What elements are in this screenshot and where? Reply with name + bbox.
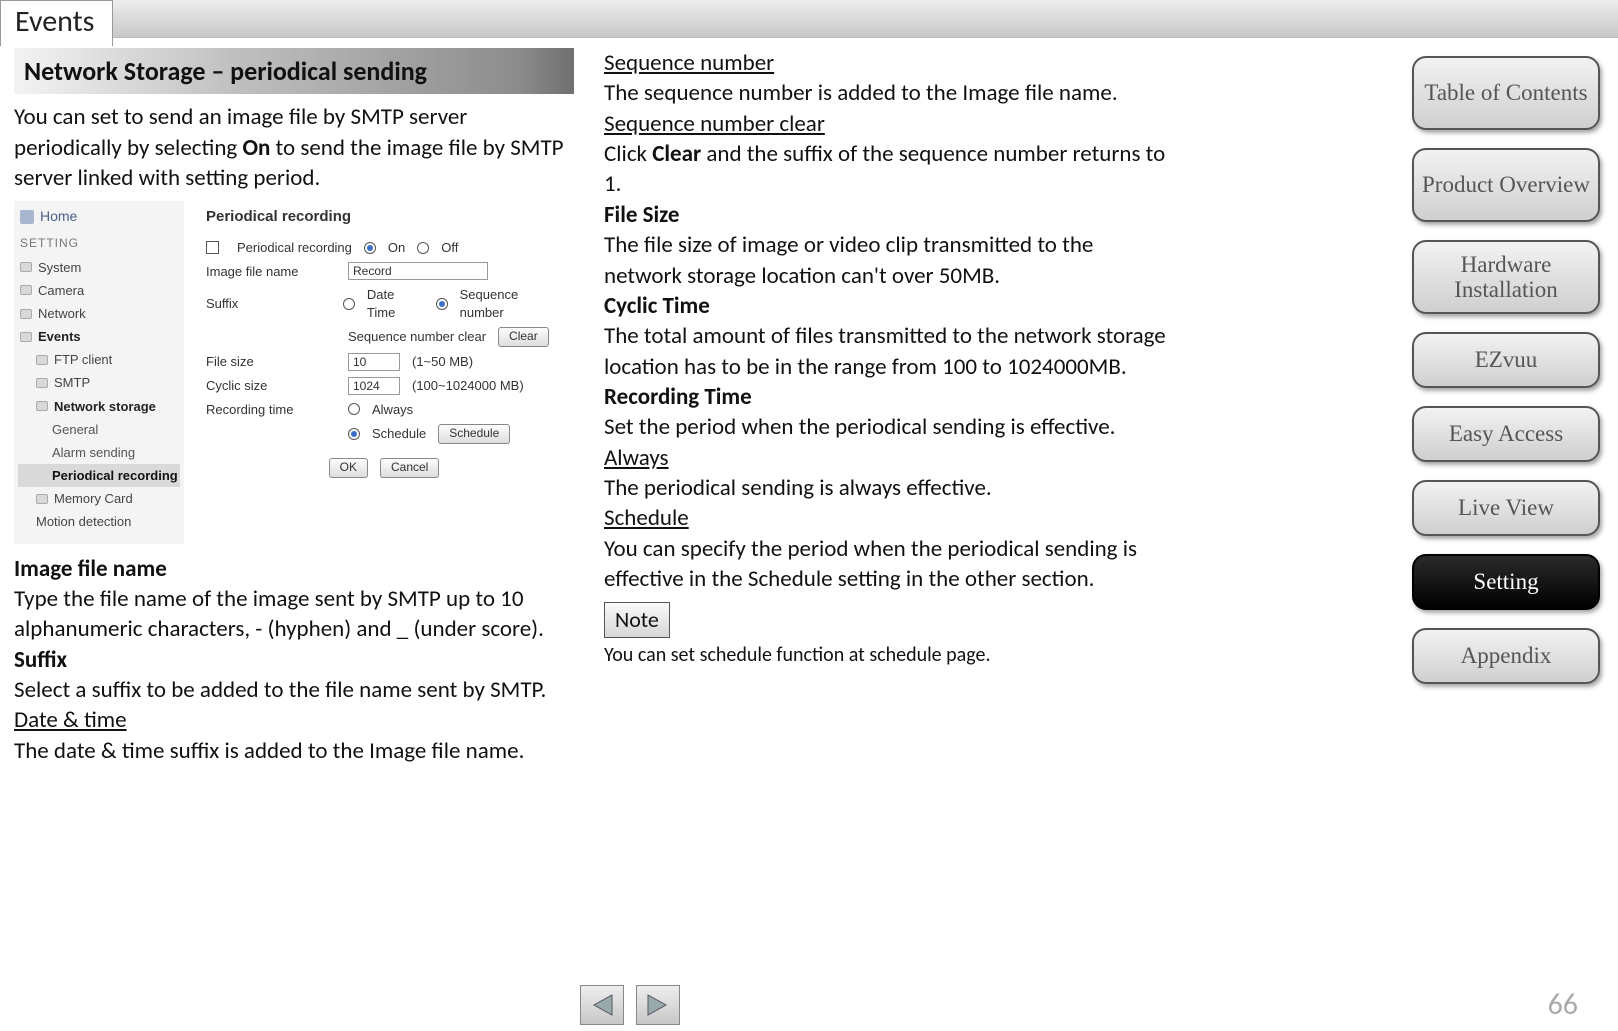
folder-icon [20, 309, 32, 319]
nav-product-overview[interactable]: Product Overview [1412, 148, 1600, 222]
ok-button[interactable]: OK [329, 458, 368, 478]
filesize-label: File size [206, 353, 336, 370]
sidebar-camera[interactable]: Camera [18, 279, 180, 302]
nav-setting[interactable]: Setting [1412, 554, 1600, 610]
sidebar-memory[interactable]: Memory Card [18, 487, 180, 510]
periodical-on-radio[interactable] [364, 242, 376, 254]
ifn-heading: Image file name [14, 555, 167, 583]
suffix-text: Select a suffix to be added to the file … [14, 676, 546, 704]
filesize-input[interactable] [348, 353, 400, 371]
note-box: Note [604, 602, 670, 637]
sidebar-motion[interactable]: Motion detection [18, 510, 180, 533]
cyclic-text: The total amount of files transmitted to… [604, 322, 1166, 380]
sidebar-ftp[interactable]: FTP client [18, 348, 180, 371]
settings-screenshot: Home SETTING System Camera Network Event… [14, 201, 574, 543]
pager [580, 985, 680, 1025]
folder-icon [20, 285, 32, 295]
arrow-right-icon [646, 993, 670, 1017]
page-number: 66 [1548, 986, 1578, 1023]
sidebar-system[interactable]: System [18, 256, 180, 279]
datetime-text: The date & time suffix is added to the I… [14, 737, 524, 765]
schedule-heading: Schedule [604, 504, 689, 532]
nav-toc[interactable]: Table of Contents [1412, 56, 1600, 130]
seq-text: The sequence number is added to the Imag… [604, 79, 1118, 107]
intro-paragraph: You can set to send an image file by SMT… [14, 102, 574, 193]
next-page-button[interactable] [636, 985, 680, 1025]
rectime-schedule-radio[interactable] [348, 428, 360, 440]
sidebar-network[interactable]: Network [18, 302, 180, 325]
datetime-heading: Date & time [14, 706, 127, 734]
sidebar-periodical[interactable]: Periodical recording [18, 464, 180, 487]
schedule-text: You can specify the period when the peri… [604, 535, 1137, 593]
periodical-label: Periodical recording [237, 239, 352, 256]
seq-heading: Sequence number [604, 49, 774, 77]
form-title: Periodical recording [206, 207, 562, 227]
filesize-text: The file size of image or video clip tra… [604, 231, 1093, 289]
filesize-hint: (1~50 MB) [412, 353, 473, 370]
section-title: Network Storage – periodical sending [14, 48, 574, 94]
prev-page-button[interactable] [580, 985, 624, 1025]
cyclic-hint: (100~1024000 MB) [412, 377, 524, 394]
cyclic-label: Cyclic size [206, 377, 336, 394]
sidebar-smtp[interactable]: SMTP [18, 371, 180, 394]
rectime-always-radio[interactable] [348, 403, 360, 415]
sidebar-netstorage[interactable]: Network storage [18, 395, 180, 418]
schedule-button[interactable]: Schedule [438, 424, 510, 444]
folder-icon [36, 401, 48, 411]
periodical-checkbox[interactable] [206, 241, 219, 254]
sidebar-events[interactable]: Events [18, 325, 180, 348]
folder-icon [36, 355, 48, 365]
screenshot-form: Periodical recording Periodical recordin… [184, 201, 574, 543]
nav-ezvuu[interactable]: EZvuu [1412, 332, 1600, 388]
note-text: You can set schedule function at schedul… [604, 642, 1174, 668]
rectime-label: Recording time [206, 401, 336, 418]
sidebar-general[interactable]: General [18, 418, 180, 441]
always-text: The periodical sending is always effecti… [604, 474, 992, 502]
screenshot-sidebar: Home SETTING System Camera Network Event… [14, 201, 184, 543]
cyclic-heading: Cyclic Time [604, 292, 710, 320]
rectime-text: Set the period when the periodical sendi… [604, 413, 1115, 441]
folder-icon [36, 494, 48, 504]
sidebar-alarm[interactable]: Alarm sending [18, 441, 180, 464]
tab-header: Events [0, 0, 1618, 38]
ifn-text: Type the file name of the image sent by … [14, 585, 544, 643]
folder-icon [20, 332, 32, 342]
always-heading: Always [604, 444, 669, 472]
folder-icon [36, 378, 48, 388]
nav-hardware-installation[interactable]: Hardware Installation [1412, 240, 1600, 314]
ifn-label: Image file name [206, 263, 336, 280]
folder-icon [20, 262, 32, 272]
suffix-date-radio[interactable] [343, 298, 355, 310]
nav-sidebar: Table of Contents Product Overview Hardw… [1412, 56, 1600, 684]
filesize-heading: File Size [604, 201, 679, 229]
seqclear-heading: Sequence number clear [604, 110, 825, 138]
nav-live-view[interactable]: Live View [1412, 480, 1600, 536]
tab-events[interactable]: Events [0, 0, 113, 46]
nav-appendix[interactable]: Appendix [1412, 628, 1600, 684]
arrow-left-icon [590, 993, 614, 1017]
sidebar-home[interactable]: Home [18, 205, 180, 231]
ifn-input[interactable] [348, 262, 488, 280]
suffix-seq-radio[interactable] [436, 298, 448, 310]
periodical-off-radio[interactable] [417, 242, 429, 254]
cancel-button[interactable]: Cancel [380, 458, 439, 478]
home-icon [20, 210, 34, 224]
cyclic-input[interactable] [348, 377, 400, 395]
seqclear-text: Click Clear and the suffix of the sequen… [604, 140, 1165, 198]
suffix-heading: Suffix [14, 646, 67, 674]
seq-clear-label: Sequence number clear [348, 328, 486, 345]
rectime-heading: Recording Time [604, 383, 752, 411]
suffix-label: Suffix [206, 295, 331, 312]
nav-easy-access[interactable]: Easy Access [1412, 406, 1600, 462]
sidebar-setting-label: SETTING [20, 236, 180, 252]
clear-button[interactable]: Clear [498, 327, 549, 347]
